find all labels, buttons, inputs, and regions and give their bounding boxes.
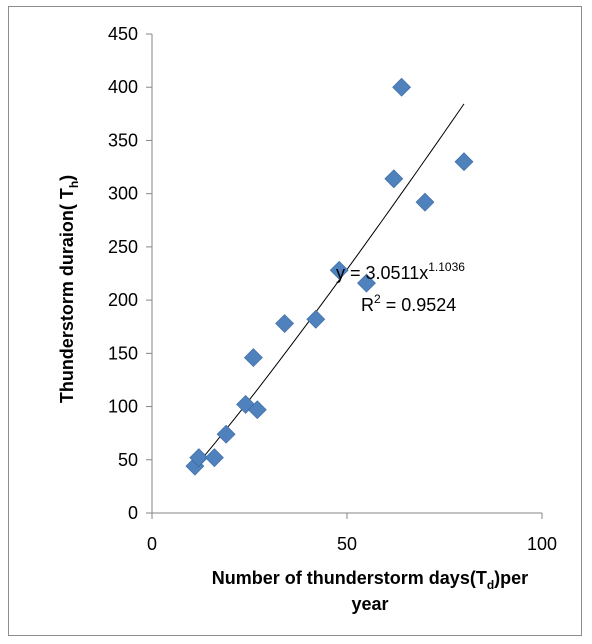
data-point-marker: [392, 77, 412, 97]
data-point-marker: [204, 448, 224, 468]
y-tick-label: 0: [128, 503, 138, 523]
chart-frame: [8, 6, 582, 636]
trendline-equation-base: y = 3.0511x: [336, 263, 428, 283]
x-axis-title-main: Number of thunderstorm days(T: [212, 568, 487, 588]
x-axis-title-suffix: )per: [494, 568, 528, 588]
y-tick-labels: 0 50 100 150 200 250 300 350 400 450: [108, 24, 152, 523]
y-tick-label: 300: [108, 184, 138, 204]
x-tick-label: 0: [147, 534, 157, 554]
x-tick-label: 100: [527, 534, 557, 554]
data-point-marker: [247, 400, 267, 420]
y-tick-label: 350: [108, 130, 138, 150]
data-point-marker: [454, 152, 474, 172]
data-point-marker: [275, 314, 295, 333]
x-axis-title-line2: year: [351, 594, 388, 614]
y-tick-label: 200: [108, 290, 138, 310]
x-axis-title-subscript: d: [487, 578, 494, 592]
r-squared-base: R: [361, 295, 374, 315]
data-point-marker: [384, 169, 404, 189]
y-tick-label: 100: [108, 397, 138, 417]
trendline-r-squared: R2 = 0.9524: [361, 292, 456, 315]
trendline-equation-exponent: 1.1036: [428, 260, 465, 274]
r-squared-exponent: 2: [374, 292, 381, 306]
y-axis-title: Thunderstorm duraion( Th): [57, 175, 81, 403]
data-point-marker: [306, 309, 326, 329]
trendline-equation: y = 3.0511x1.1036: [336, 260, 465, 283]
r-squared-value: = 0.9524: [381, 295, 457, 315]
data-point-marker: [329, 260, 349, 280]
data-point-marker: [415, 192, 435, 212]
data-point-marker: [216, 424, 236, 444]
y-axis-title-main: Thunderstorm duraion( T: [57, 188, 77, 403]
x-tick-labels: 0 50 100: [147, 513, 557, 554]
y-tick-label: 400: [108, 77, 138, 97]
y-axis-title-subscript: h: [67, 181, 81, 188]
data-point-marker: [189, 448, 209, 468]
data-point-marker: [357, 273, 376, 293]
x-axis-title: Number of thunderstorm days(Td)per: [212, 568, 528, 592]
x-tick-label: 50: [337, 534, 357, 554]
y-tick-label: 250: [108, 237, 138, 257]
y-axis-title-suffix: ): [57, 175, 77, 181]
data-points: [185, 77, 474, 476]
y-tick-label: 150: [108, 343, 138, 363]
power-trendline: [194, 103, 465, 468]
y-tick-label: 450: [108, 24, 138, 44]
trendline-group: [194, 103, 465, 468]
data-point-marker: [243, 348, 263, 368]
y-tick-label: 50: [118, 450, 138, 470]
